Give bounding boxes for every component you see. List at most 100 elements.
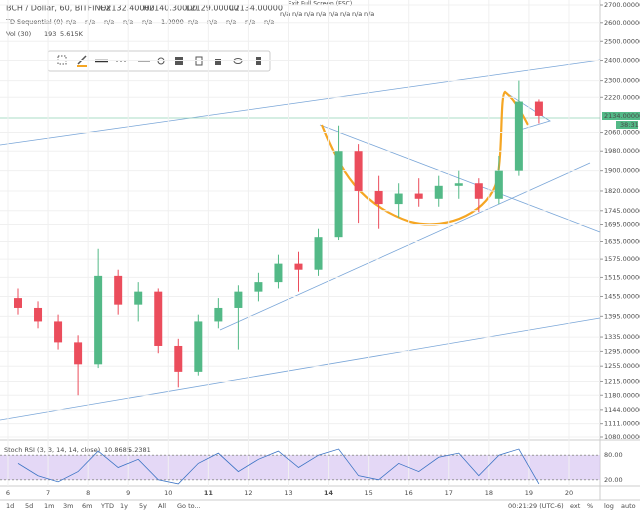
x-tick-label: 8 [86, 489, 90, 497]
candle-body [454, 183, 463, 186]
range-button[interactable]: All [158, 502, 166, 510]
candle-body [74, 342, 83, 365]
td-value: n/a [142, 18, 152, 26]
y-tick-label: 1335.00000 [604, 333, 640, 341]
y-tick-label: 1295.00000 [604, 347, 640, 355]
symbol: BCH / Dollar, 60, BITFINEX [6, 4, 112, 13]
y-tick-label: 1575.00000 [604, 255, 640, 263]
select-icon[interactable] [57, 55, 67, 65]
td-value: n/a [304, 10, 314, 18]
last-price: 2134.00000 [604, 112, 640, 120]
candle-body [274, 263, 283, 283]
pen-icon[interactable] [77, 55, 87, 65]
candle-body [394, 193, 403, 205]
candle-body [154, 291, 163, 346]
y-tick-label: 1395.00000 [604, 312, 640, 320]
candle-body [214, 307, 223, 322]
candle-body [314, 237, 323, 270]
candle-body [354, 151, 363, 191]
candle-body [414, 193, 423, 199]
candle-body [194, 321, 203, 372]
rsi-tick-label: 20.00 [604, 476, 623, 484]
range-button[interactable]: Go to... [177, 502, 201, 510]
x-tick-label: 9 [126, 489, 130, 497]
y-tick-label: 1980.00000 [604, 147, 640, 155]
td-value: n/a [264, 18, 274, 26]
volume-average: 5.615K [60, 30, 84, 38]
td-value: n/a [66, 18, 76, 26]
x-tick-label: 18 [485, 489, 493, 497]
td-value: n/a [352, 10, 362, 18]
scale-toggle[interactable]: log [604, 502, 614, 510]
indicator-name: TD Sequential (0) [5, 18, 63, 26]
y-tick-label: 2300.00000 [604, 77, 640, 85]
x-tick-label: 6 [6, 489, 10, 497]
td-value: n/a [292, 10, 302, 18]
y-tick-label: 1080.00000 [604, 433, 640, 441]
td-value: n/a [85, 18, 95, 26]
countdown-tag [616, 121, 638, 129]
x-tick-label: 14 [324, 489, 334, 497]
y-tick-label: 2060.00000 [604, 129, 640, 137]
y-tick-label: 1215.00000 [604, 377, 640, 385]
trend-line [319, 124, 601, 233]
countdown: 38:31 [620, 121, 639, 129]
scale-toggle[interactable]: % [587, 502, 593, 510]
x-tick-label: 13 [284, 489, 292, 497]
range-button[interactable]: 5y [139, 502, 147, 510]
candle-body [174, 345, 183, 372]
td-value: 1.0000 [161, 18, 184, 26]
range-button[interactable]: 1y [120, 502, 128, 510]
x-tick-label: 11 [204, 489, 214, 497]
scale-toggle[interactable]: ext [570, 502, 581, 510]
trend-line [0, 317, 601, 421]
x-tick-label: 7 [46, 489, 50, 497]
ohlc-value: O2132.40000 [100, 4, 155, 13]
range-button[interactable]: YTD [100, 502, 114, 510]
candle-body [134, 291, 143, 305]
rsi-k-value: 10.8685 [104, 446, 131, 454]
range-button[interactable]: 1m [44, 502, 54, 510]
candle-body [34, 307, 43, 322]
candle-body [94, 275, 103, 365]
exit-fullscreen[interactable]: Exit Full Screen (ESC) [288, 1, 352, 8]
trend-line [0, 59, 601, 146]
lock-icon[interactable] [215, 59, 221, 65]
volume-value: 193 [44, 30, 56, 38]
td-value: n/a [340, 10, 350, 18]
rsi-k-line [17, 448, 540, 485]
y-tick-label: 2220.00000 [604, 93, 640, 101]
range-button[interactable]: 3m [63, 502, 73, 510]
y-tick-label: 1820.00000 [604, 187, 640, 195]
rsi-title: Stoch RSI (3, 3, 14, 14, close) [4, 446, 100, 454]
y-tick-label: 1144.00000 [604, 406, 640, 414]
td-value: n/a [316, 10, 326, 18]
rsi-band [0, 455, 600, 480]
range-button[interactable]: 5d [25, 502, 33, 510]
y-tick-label: 2400.00000 [604, 57, 640, 65]
td-value: n/a [328, 10, 338, 18]
rsi-d-value: 5.2381 [128, 446, 151, 454]
x-tick-label: 20 [565, 489, 573, 497]
range-button[interactable]: 1d [6, 502, 14, 510]
cup-drawing [320, 90, 529, 226]
range-button[interactable]: 6m [82, 502, 92, 510]
candle-body [234, 291, 243, 308]
candle-body [54, 321, 63, 343]
td-value: n/a [280, 10, 290, 18]
candle-body [494, 170, 503, 199]
scale-toggle[interactable]: auto [621, 502, 636, 510]
x-tick-label: 16 [405, 489, 413, 497]
y-tick-label: 1695.00000 [604, 221, 640, 229]
y-tick-label: 1111.00000 [604, 420, 640, 428]
y-tick-label: 1900.00000 [604, 167, 640, 175]
candle-body [254, 282, 263, 292]
candle-body [534, 101, 543, 116]
candle-body [14, 298, 22, 308]
x-tick-label: 19 [525, 489, 533, 497]
y-tick-label: 1745.00000 [604, 207, 640, 215]
y-tick-label: 1515.00000 [604, 273, 640, 281]
y-tick-label: 1455.00000 [604, 292, 640, 300]
